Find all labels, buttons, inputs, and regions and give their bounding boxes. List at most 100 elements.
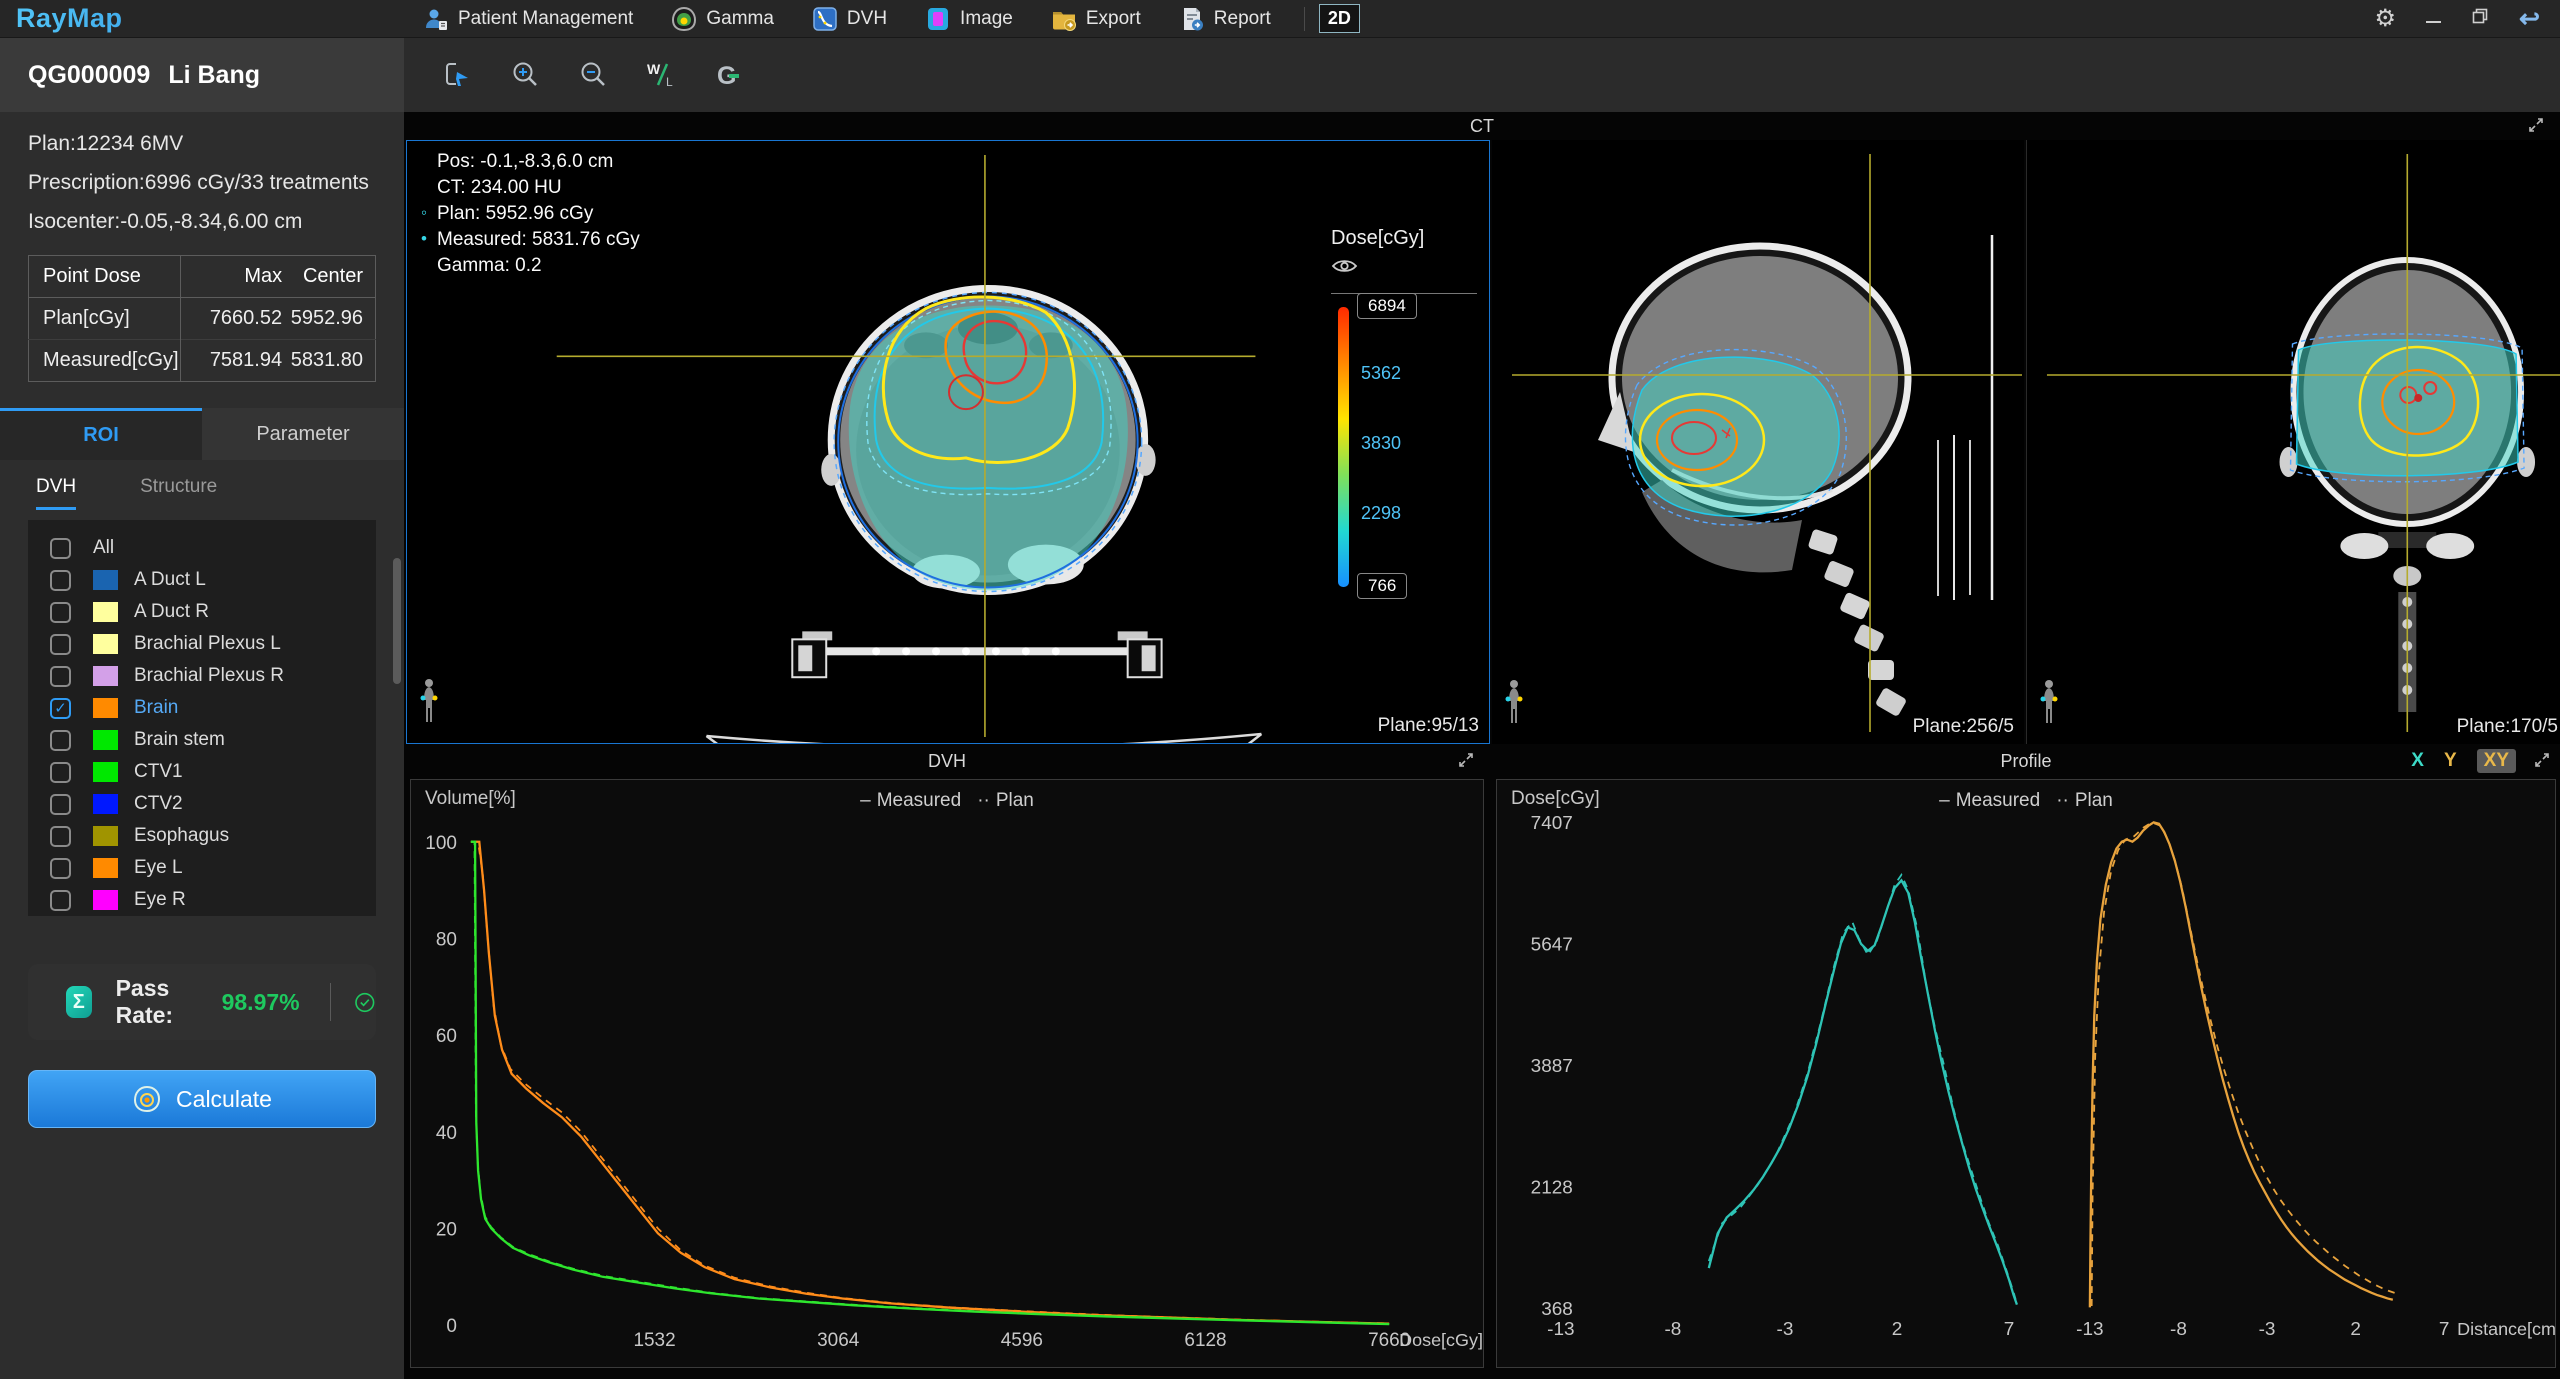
- nav-gamma[interactable]: Gamma: [652, 0, 793, 37]
- checkbox[interactable]: [50, 602, 71, 623]
- calculate-button[interactable]: Calculate: [28, 1070, 376, 1128]
- profile-axis-y[interactable]: Y: [2444, 750, 2457, 772]
- gamma-g-icon: G: [714, 60, 744, 90]
- roi-label: Brain stem: [134, 729, 225, 751]
- roi-list: All A Duct L A Duct RBrachial Plexus LBrac…: [28, 520, 376, 916]
- series-ctv1-plan: [471, 842, 1389, 1324]
- dvh-chart-panel[interactable]: Volume[%] –Measured ··Plan 1008060402001…: [410, 779, 1484, 1368]
- checkbox[interactable]: [50, 634, 71, 655]
- settings-gear-icon[interactable]: ⚙: [2375, 4, 2397, 33]
- svg-text:L: L: [666, 75, 673, 89]
- minimize-button[interactable]: [2426, 10, 2441, 28]
- coronal-panel[interactable]: Plane:170/5: [2026, 140, 2560, 744]
- viewer-toolbar: W L G: [404, 38, 2560, 112]
- color-swatch: [93, 858, 118, 878]
- zoom-in-button[interactable]: [510, 60, 540, 90]
- nav-dvh[interactable]: DVH: [793, 0, 906, 37]
- gamma-tool-button[interactable]: G: [714, 60, 744, 90]
- roi-item-brachial-plexus-r[interactable]: Brachial Plexus R: [28, 660, 376, 692]
- roi-item-a-duct-r[interactable]: A Duct R: [28, 596, 376, 628]
- tick-label: -3: [2259, 1319, 2276, 1340]
- colorbar-value: 3830: [1361, 433, 1401, 454]
- roi-label: A Duct L: [134, 569, 206, 591]
- nav-label: Gamma: [706, 8, 774, 30]
- axial-ct-panel[interactable]: Pos: -0.1,-8.3,6.0 cm CT: 234.00 HU ◦Pla…: [406, 140, 1490, 744]
- checkbox[interactable]: [50, 730, 71, 751]
- checkbox[interactable]: [50, 538, 71, 559]
- back-exit-button[interactable]: ↩: [2519, 9, 2540, 29]
- roi-list-scrollbar[interactable]: [393, 558, 401, 684]
- nav-image[interactable]: Image: [906, 0, 1032, 37]
- expand-dvh-button[interactable]: [1458, 752, 1474, 773]
- tick-label: 20: [436, 1219, 457, 1240]
- sagittal-panel[interactable]: Plane:256/5: [1492, 140, 2024, 744]
- plan-bullet-icon: ◦: [421, 203, 427, 223]
- profile-header: Profile XY XY: [1492, 747, 2560, 777]
- roi-label: Brain: [134, 697, 178, 719]
- window-level-button[interactable]: W L: [646, 60, 676, 90]
- orientation-human-icon: [2039, 679, 2059, 730]
- expand-view-button[interactable]: [2528, 117, 2544, 138]
- plan-line: Plan:12234 6MV: [28, 132, 376, 156]
- color-swatch: [93, 666, 118, 686]
- roi-label: Eye R: [134, 889, 186, 911]
- roi-item-ctv2[interactable]: CTV2: [28, 788, 376, 820]
- profile-title: Profile: [1492, 751, 2560, 772]
- nav-items: Patient Management Gamma DVHImage Export Rep…: [404, 0, 1290, 37]
- roi-item-eye-r[interactable]: Eye R: [28, 884, 376, 916]
- checkbox[interactable]: [50, 858, 71, 879]
- eye-visibility-toggle[interactable]: [1331, 257, 1358, 280]
- subtab-dvh[interactable]: DVH: [36, 476, 76, 510]
- nav-divider: [1304, 7, 1305, 31]
- app-logo: RayMap: [0, 3, 404, 34]
- color-swatch: [93, 698, 118, 718]
- tab-parameter[interactable]: Parameter: [202, 408, 404, 460]
- ct-hu-value: CT: 234.00 HU: [423, 177, 640, 199]
- nav-report[interactable]: Report: [1160, 0, 1290, 37]
- restore-button[interactable]: [2471, 7, 2489, 30]
- profile-chart-panel[interactable]: Dose[cGy] –Measured ··Plan 7407564738872…: [1496, 779, 2556, 1368]
- nav-export[interactable]: Export: [1032, 0, 1160, 37]
- profile-axis-xy[interactable]: XY: [2477, 749, 2516, 773]
- colorbar-value: 766: [1357, 573, 1407, 599]
- checkbox[interactable]: [50, 794, 71, 815]
- color-swatch: [93, 762, 118, 782]
- roi-item-a-duct-l[interactable]: A Duct L: [28, 564, 376, 596]
- subtab-structure[interactable]: Structure: [140, 476, 217, 510]
- roi-item-brachial-plexus-l[interactable]: Brachial Plexus L: [28, 628, 376, 660]
- mode-2d-button[interactable]: 2D: [1319, 4, 1360, 33]
- tick-label: Distance[cm]: [2457, 1319, 2555, 1339]
- sagittal-plane-index: Plane:256/5: [1913, 716, 2014, 738]
- sagittal-ct-image[interactable]: [1492, 140, 2024, 744]
- check-circle-icon: [354, 989, 376, 1016]
- tick-label: 5647: [1531, 934, 1573, 955]
- checkbox[interactable]: [50, 890, 71, 911]
- roi-item-brain[interactable]: ✓ Brain: [28, 692, 376, 724]
- roi-item-all[interactable]: All: [28, 532, 376, 564]
- coronal-ct-image[interactable]: [2027, 140, 2560, 744]
- checkbox[interactable]: [50, 826, 71, 847]
- tab-roi[interactable]: ROI: [0, 408, 202, 460]
- select-tool-button[interactable]: [442, 60, 472, 90]
- checkbox[interactable]: [50, 570, 71, 591]
- dose-gradient-bar[interactable]: [1338, 307, 1349, 587]
- nav-patient-management[interactable]: Patient Management: [404, 0, 652, 37]
- checkbox[interactable]: ✓: [50, 698, 71, 719]
- roi-item-eye-l[interactable]: Eye L: [28, 852, 376, 884]
- nav-label: Export: [1086, 8, 1141, 30]
- profile-axis-x[interactable]: X: [2411, 750, 2424, 772]
- point-dose-cell: 7660.52: [180, 298, 288, 340]
- series-y-measured: [2090, 822, 2393, 1307]
- roi-item-ctv1[interactable]: CTV1: [28, 756, 376, 788]
- sidebar: QG000009 Li Bang Plan:12234 6MV Prescrip…: [0, 38, 404, 1379]
- profile-chart[interactable]: 7407564738872128368-13-8-327-13-8-327Dis…: [1497, 780, 2555, 1367]
- expand-profile-button[interactable]: [2534, 752, 2550, 773]
- zoom-out-button[interactable]: [578, 60, 608, 90]
- series-x-plan: [1709, 875, 2017, 1304]
- checkbox[interactable]: [50, 666, 71, 687]
- roi-item-brain-stem[interactable]: Brain stem: [28, 724, 376, 756]
- roi-item-esophagus[interactable]: Esophagus: [28, 820, 376, 852]
- checkbox[interactable]: [50, 762, 71, 783]
- nav-label: Report: [1214, 8, 1271, 30]
- dvh-chart[interactable]: 10080604020015323064459661287660Dose[cGy…: [411, 780, 1483, 1367]
